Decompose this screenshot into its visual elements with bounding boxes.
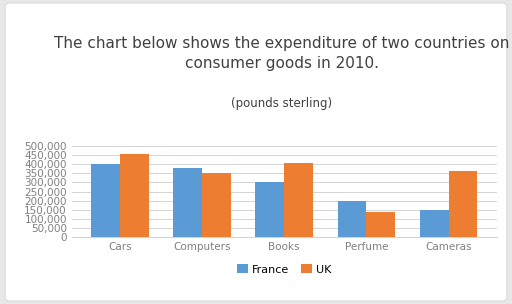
Bar <box>202 173 231 237</box>
Text: The chart below shows the expenditure of two countries on
consumer goods in 2010: The chart below shows the expenditure of… <box>54 36 509 71</box>
Legend: France, UK: France, UK <box>232 260 336 279</box>
Bar <box>367 212 395 237</box>
Bar <box>120 154 148 237</box>
Bar <box>173 168 202 237</box>
Bar <box>337 201 367 237</box>
Bar <box>420 210 449 237</box>
Text: (pounds sterling): (pounds sterling) <box>231 97 332 110</box>
Bar <box>255 182 284 237</box>
Bar <box>91 164 120 237</box>
Bar <box>449 171 477 237</box>
Bar <box>284 163 313 237</box>
